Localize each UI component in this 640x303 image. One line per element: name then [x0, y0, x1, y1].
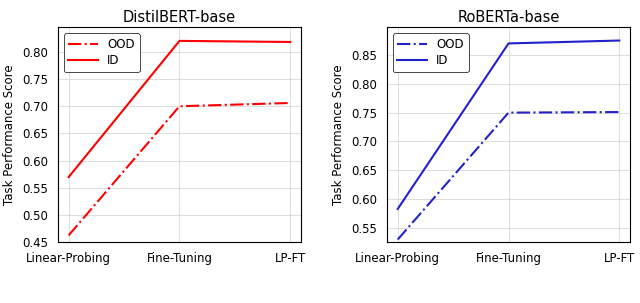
Legend: OOD, ID: OOD, ID	[63, 33, 140, 72]
Title: DistilBERT-base: DistilBERT-base	[123, 10, 236, 25]
Y-axis label: Task Performance Score: Task Performance Score	[332, 65, 346, 205]
Title: RoBERTa-base: RoBERTa-base	[458, 10, 560, 25]
Legend: OOD, ID: OOD, ID	[392, 33, 468, 72]
Y-axis label: Task Performance Score: Task Performance Score	[3, 65, 17, 205]
